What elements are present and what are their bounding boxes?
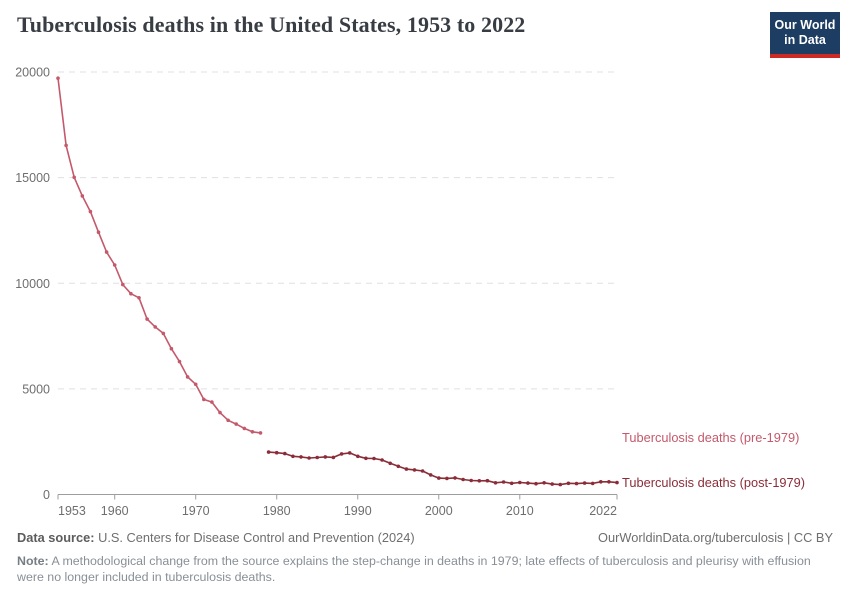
svg-text:15000: 15000	[15, 171, 50, 185]
svg-text:10000: 10000	[15, 277, 50, 291]
svg-text:2000: 2000	[425, 504, 453, 518]
data-source: Data source: U.S. Centers for Disease Co…	[17, 530, 415, 545]
data-source-label: Data source:	[17, 530, 95, 545]
svg-text:20000: 20000	[15, 66, 50, 80]
owid-logo-line2: in Data	[784, 33, 826, 47]
data-source-value: U.S. Centers for Disease Control and Pre…	[98, 530, 415, 545]
owid-logo-line1: Our World	[774, 18, 836, 33]
svg-text:2010: 2010	[506, 504, 534, 518]
svg-text:1960: 1960	[101, 504, 129, 518]
citation-link[interactable]: OurWorldinData.org/tuberculosis | CC BY	[598, 530, 833, 545]
chart-note-text: A methodological change from the source …	[17, 554, 811, 585]
owid-logo[interactable]: Our World in Data	[770, 12, 840, 58]
chart-footer: Data source: U.S. Centers for Disease Co…	[17, 530, 833, 585]
chart-note-label: Note:	[17, 554, 49, 568]
svg-text:1990: 1990	[344, 504, 372, 518]
source-row: Data source: U.S. Centers for Disease Co…	[17, 530, 833, 545]
svg-text:0: 0	[43, 488, 50, 502]
svg-text:2022: 2022	[589, 504, 617, 518]
svg-text:1980: 1980	[263, 504, 291, 518]
legend-label-pre-1979[interactable]: Tuberculosis deaths (pre-1979)	[622, 430, 800, 445]
svg-text:1970: 1970	[182, 504, 210, 518]
page-title: Tuberculosis deaths in the United States…	[17, 12, 526, 37]
chart-note: Note: A methodological change from the s…	[17, 553, 823, 585]
svg-text:5000: 5000	[22, 382, 50, 396]
svg-text:1953: 1953	[58, 504, 86, 518]
legend-label-post-1979[interactable]: Tuberculosis deaths (post-1979)	[622, 475, 806, 490]
